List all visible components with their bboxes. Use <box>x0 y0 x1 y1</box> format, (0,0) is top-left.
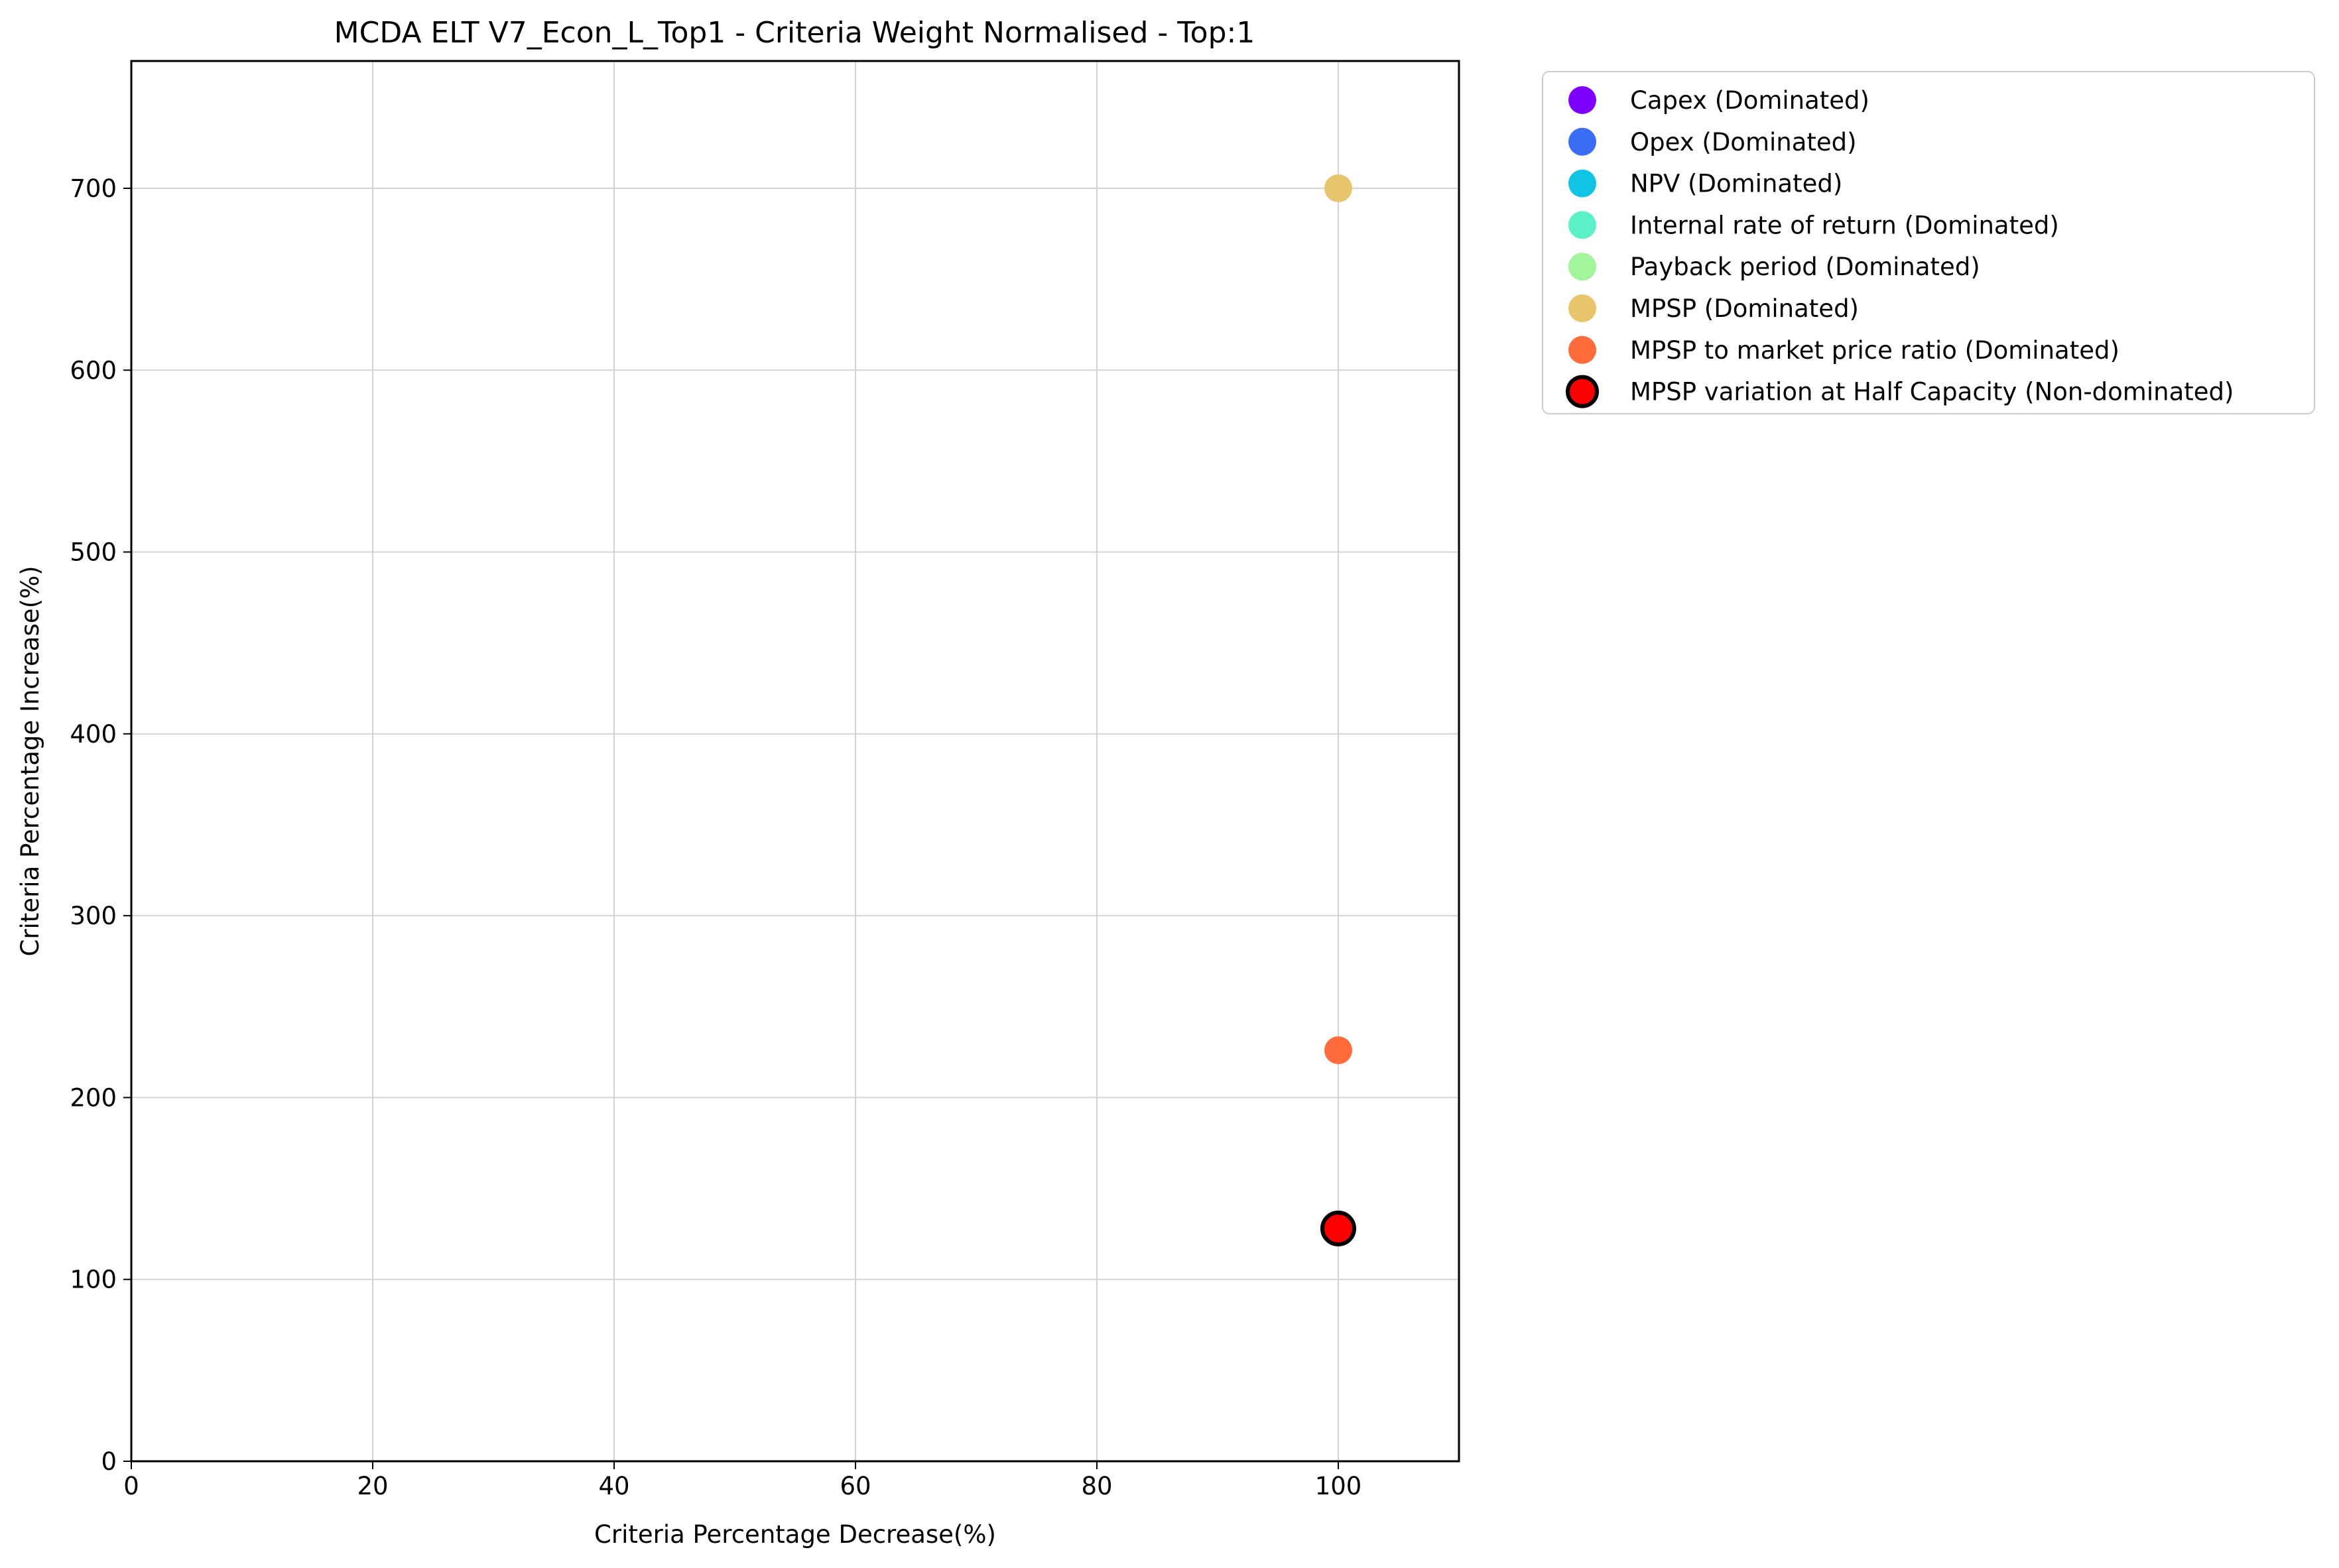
y-tick-label: 300 <box>70 902 117 930</box>
legend-label: MPSP variation at Half Capacity (Non-dom… <box>1630 378 2234 406</box>
legend-marker <box>1568 169 1596 198</box>
y-tick-label: 500 <box>70 538 117 567</box>
y-tick-label: 400 <box>70 720 117 749</box>
data-points <box>1320 174 1356 1246</box>
legend-label: MPSP (Dominated) <box>1630 294 1859 323</box>
x-axis-label: Criteria Percentage Decrease(%) <box>594 1520 996 1549</box>
legend-label: Internal rate of return (Dominated) <box>1630 211 2059 239</box>
legend-marker <box>1568 86 1596 114</box>
chart-title: MCDA ELT V7_Econ_L_Top1 - Criteria Weigh… <box>334 16 1255 50</box>
data-point <box>1324 174 1352 202</box>
legend-label: Capex (Dominated) <box>1630 86 1869 115</box>
legend-marker <box>1568 253 1596 281</box>
y-tick-label: 100 <box>70 1266 117 1294</box>
x-tick-label: 20 <box>357 1472 388 1500</box>
x-tick-label: 0 <box>123 1472 139 1500</box>
y-tick-label: 700 <box>70 174 117 203</box>
legend: Capex (Dominated) Opex (Dominated) NPV (Do… <box>1542 71 2315 414</box>
legend-marker <box>1566 375 1599 408</box>
legend-label: Payback period (Dominated) <box>1630 253 1980 281</box>
data-point <box>1324 1036 1352 1065</box>
legend-marker <box>1568 211 1596 239</box>
x-tick-label: 80 <box>1081 1472 1112 1500</box>
legend-label: Opex (Dominated) <box>1630 128 1857 156</box>
x-tick-label: 40 <box>598 1472 629 1500</box>
grid-lines <box>131 61 1459 1462</box>
plot-frame <box>130 60 1460 1463</box>
y-tick-label: 200 <box>70 1083 117 1112</box>
legend-label: MPSP to market price ratio (Dominated) <box>1630 336 2119 365</box>
legend-box <box>1542 71 2315 414</box>
x-tick-label: 100 <box>1315 1472 1362 1500</box>
y-tick-label: 0 <box>101 1447 117 1476</box>
y-axis-label: Criteria Percentage Increase(%) <box>16 566 44 956</box>
data-point <box>1320 1210 1356 1246</box>
y-tick-label: 600 <box>70 356 117 385</box>
legend-marker <box>1568 335 1596 364</box>
x-tick-label: 60 <box>840 1472 871 1500</box>
legend-marker <box>1568 127 1596 156</box>
legend-marker <box>1568 294 1596 322</box>
axis-ticks: 0 20 40 60 80 100 0 100 200 300 400 500 600 700 <box>70 174 1361 1500</box>
legend-label: NPV (Dominated) <box>1630 170 1842 198</box>
